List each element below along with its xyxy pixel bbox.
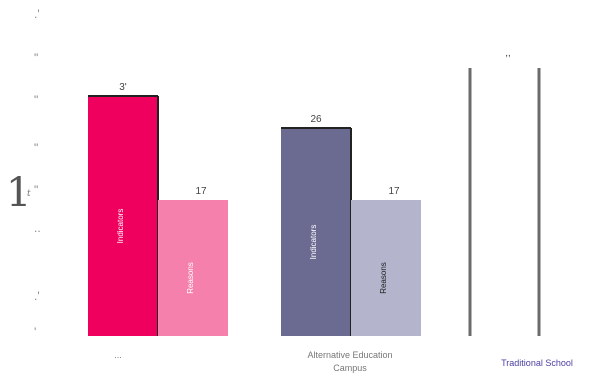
y-axis-ticks: .' " " " ".. .' ': [34, 7, 41, 339]
y-tick-label: ": [34, 93, 38, 107]
bar-inner-label: Reasons: [379, 262, 388, 294]
y-tick-label: ": [34, 141, 38, 155]
y-tick-label: ": [34, 183, 38, 197]
bar-inner-label: Indicators: [116, 209, 125, 244]
bar-inner-label: Reasons: [186, 262, 195, 294]
bar-value-label: ,,: [505, 48, 511, 59]
y-tick-label: .': [34, 289, 40, 303]
bar-value-label: 3': [119, 82, 127, 93]
category-labels: ... Alternative Education Campus Traditiona…: [114, 350, 573, 373]
bar: [351, 200, 421, 336]
category-label: ...: [114, 350, 122, 360]
y-axis-label-small: t: [27, 189, 31, 199]
y-tick-label: .': [34, 7, 40, 21]
y-tick-label: ": [34, 51, 38, 65]
bars: 3' Indicators 17 Reasons 26 Indicators 17 Reaso…: [88, 48, 541, 336]
bar: [88, 96, 158, 336]
bar-value-label: 26: [310, 114, 322, 125]
y-tick-label: ': [34, 325, 36, 339]
y-axis-label: 1: [6, 170, 31, 216]
category-label: Alternative Education Campus: [307, 350, 392, 373]
bar-value-label: 17: [388, 186, 400, 197]
bar-inner-label: Indicators: [309, 225, 318, 260]
category-label: Traditional School: [501, 358, 573, 368]
y-tick-label: ..: [34, 221, 41, 235]
bar-value-label: 17: [195, 186, 207, 197]
bar: [158, 200, 228, 336]
bar: [281, 128, 351, 336]
